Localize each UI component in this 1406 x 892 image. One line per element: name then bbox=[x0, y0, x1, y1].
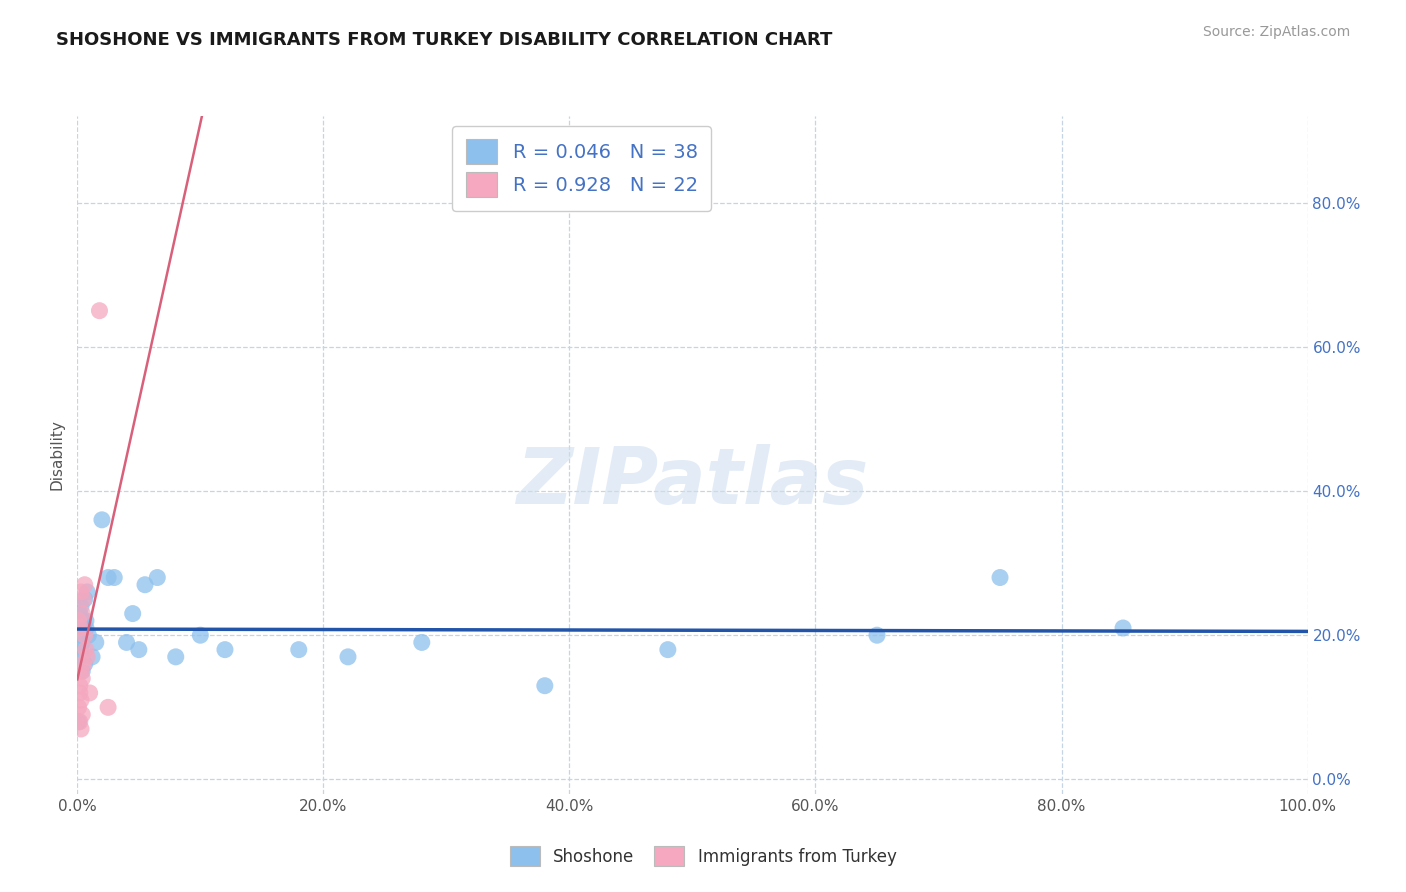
Point bbox=[69, 679, 91, 693]
Point bbox=[70, 693, 93, 707]
Point bbox=[70, 665, 93, 679]
Point bbox=[72, 592, 94, 607]
Point bbox=[288, 642, 311, 657]
Text: ZIPatlas: ZIPatlas bbox=[516, 444, 869, 520]
Point bbox=[82, 649, 104, 664]
Point bbox=[70, 614, 93, 628]
Point bbox=[90, 513, 114, 527]
Point bbox=[72, 621, 94, 635]
Point bbox=[214, 642, 236, 657]
Point bbox=[76, 649, 98, 664]
Point bbox=[73, 657, 96, 671]
Point bbox=[73, 578, 96, 592]
Point bbox=[115, 635, 138, 649]
Point bbox=[72, 614, 94, 628]
Point bbox=[75, 642, 97, 657]
Point bbox=[73, 592, 96, 607]
Point bbox=[70, 585, 93, 599]
Point bbox=[67, 700, 90, 714]
Y-axis label: Disability: Disability bbox=[49, 419, 65, 491]
Point bbox=[657, 642, 679, 657]
Point bbox=[70, 707, 93, 722]
Point bbox=[103, 570, 125, 584]
Point bbox=[165, 649, 187, 664]
Point bbox=[97, 570, 120, 584]
Point bbox=[70, 599, 93, 614]
Point bbox=[70, 607, 93, 621]
Point bbox=[988, 570, 1011, 584]
Point bbox=[534, 679, 557, 693]
Point bbox=[70, 635, 93, 649]
Point bbox=[1112, 621, 1135, 635]
Point bbox=[121, 607, 143, 621]
Point bbox=[69, 628, 91, 642]
Point bbox=[70, 665, 93, 679]
Point bbox=[70, 642, 93, 657]
Point bbox=[70, 649, 93, 664]
Point bbox=[134, 578, 156, 592]
Point bbox=[72, 657, 94, 671]
Point bbox=[337, 649, 360, 664]
Point bbox=[70, 672, 93, 686]
Point bbox=[866, 628, 889, 642]
Point bbox=[84, 635, 107, 649]
Point bbox=[76, 585, 98, 599]
Point bbox=[75, 614, 97, 628]
Point bbox=[69, 621, 91, 635]
Point bbox=[89, 303, 111, 318]
Point bbox=[79, 686, 101, 700]
Legend: Shoshone, Immigrants from Turkey: Shoshone, Immigrants from Turkey bbox=[503, 839, 903, 873]
Point bbox=[70, 722, 93, 736]
Point bbox=[69, 714, 91, 729]
Point bbox=[190, 628, 212, 642]
Point bbox=[69, 607, 91, 621]
Point bbox=[75, 621, 97, 635]
Point bbox=[97, 700, 120, 714]
Point bbox=[77, 628, 100, 642]
Legend: R = 0.046   N = 38, R = 0.928   N = 22: R = 0.046 N = 38, R = 0.928 N = 22 bbox=[453, 126, 711, 211]
Text: Source: ZipAtlas.com: Source: ZipAtlas.com bbox=[1202, 25, 1350, 39]
Point bbox=[67, 614, 90, 628]
Point bbox=[67, 714, 90, 729]
Point bbox=[146, 570, 169, 584]
Point bbox=[73, 628, 96, 642]
Point bbox=[128, 642, 150, 657]
Point bbox=[411, 635, 433, 649]
Text: SHOSHONE VS IMMIGRANTS FROM TURKEY DISABILITY CORRELATION CHART: SHOSHONE VS IMMIGRANTS FROM TURKEY DISAB… bbox=[56, 31, 832, 49]
Point bbox=[69, 686, 91, 700]
